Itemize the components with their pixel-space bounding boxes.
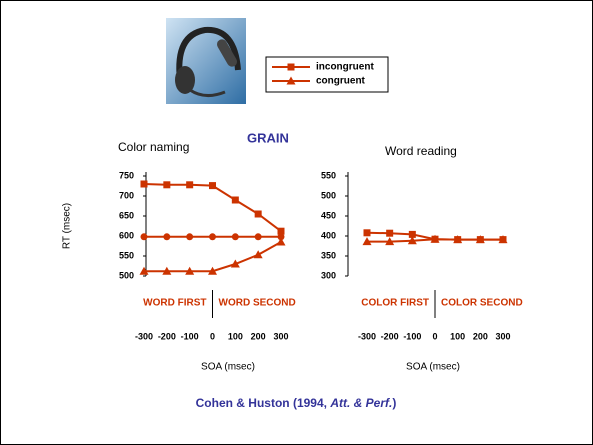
citation: Cohen & Huston (1994, Att. & Perf.) — [196, 396, 397, 410]
slide: incongruent congruent GRAIN Cohen & Husto… — [0, 0, 593, 445]
marker — [209, 182, 216, 189]
x-tick-label: -200 — [381, 331, 399, 341]
y-tick-label: 400 — [321, 230, 336, 240]
heading: GRAIN — [247, 130, 289, 145]
annotation: WORD FIRST — [143, 298, 206, 309]
y-tick-label: 550 — [119, 250, 134, 260]
y-tick-label: 600 — [119, 230, 134, 240]
annotation: COLOR SECOND — [441, 298, 523, 309]
marker — [186, 233, 193, 240]
x-tick-label: 200 — [473, 331, 488, 341]
marker — [163, 181, 170, 188]
citation-part: Att. & Perf. — [329, 396, 392, 410]
marker — [364, 229, 371, 236]
x-tick-label: -100 — [403, 331, 421, 341]
x-axis-label: SOA (msec) — [406, 362, 460, 373]
marker — [141, 181, 148, 188]
legend-label: incongruent — [316, 62, 374, 73]
y-axis-label: RT (msec) — [62, 203, 73, 249]
y-tick-label: 300 — [321, 270, 336, 280]
x-tick-label: -300 — [135, 331, 153, 341]
y-tick-label: 450 — [321, 210, 336, 220]
legend: incongruent congruent — [266, 57, 388, 92]
citation-part: Cohen & Huston (1994, — [196, 396, 331, 410]
x-tick-label: -200 — [158, 331, 176, 341]
marker — [386, 230, 393, 237]
x-tick-label: 300 — [495, 331, 510, 341]
marker — [232, 233, 239, 240]
x-tick-label: -100 — [181, 331, 199, 341]
x-tick-label: -300 — [358, 331, 376, 341]
y-tick-label: 750 — [119, 170, 134, 180]
y-tick-label: 500 — [321, 190, 336, 200]
headset-icon — [166, 18, 246, 104]
marker — [232, 197, 239, 204]
x-tick-label: 0 — [210, 331, 215, 341]
annotation: COLOR FIRST — [361, 298, 429, 309]
y-tick-label: 650 — [119, 210, 134, 220]
page: {"heading":"GRAIN", "citation":{"parts":… — [0, 0, 593, 445]
y-tick-label: 350 — [321, 250, 336, 260]
marker — [209, 233, 216, 240]
y-tick-label: 700 — [119, 190, 134, 200]
legend-label: congruent — [316, 76, 366, 87]
citation-part: ) — [392, 396, 396, 410]
marker — [141, 233, 148, 240]
y-tick-label: 550 — [321, 170, 336, 180]
x-axis-label: SOA (msec) — [201, 362, 255, 373]
annotation: WORD SECOND — [219, 298, 296, 309]
x-tick-label: 300 — [273, 331, 288, 341]
marker — [255, 233, 262, 240]
x-tick-label: 100 — [450, 331, 465, 341]
marker — [255, 211, 262, 218]
chart-title: Word reading — [385, 144, 457, 158]
x-tick-label: 0 — [432, 331, 437, 341]
x-tick-label: 200 — [251, 331, 266, 341]
marker — [163, 233, 170, 240]
legend-marker — [288, 64, 295, 71]
chart-title: Color naming — [118, 140, 189, 154]
y-tick-label: 500 — [119, 270, 134, 280]
x-tick-label: 100 — [228, 331, 243, 341]
marker — [186, 181, 193, 188]
